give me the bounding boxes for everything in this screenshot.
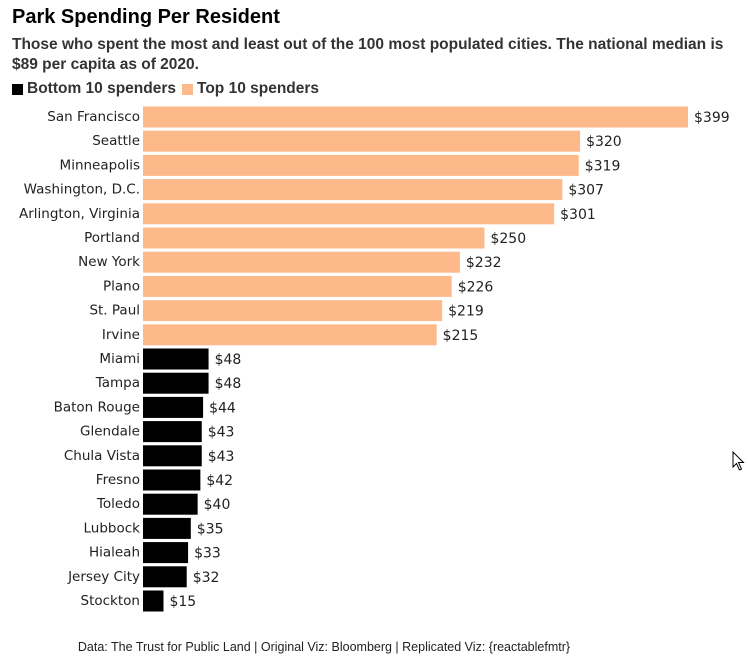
- chart-title: Park Spending Per Resident: [12, 6, 280, 28]
- category-label-tampa: Tampa: [95, 375, 140, 391]
- value-label-st-paul: $219: [448, 304, 484, 320]
- value-label-san-francisco: $399: [694, 110, 730, 126]
- category-label-new-york: New York: [78, 254, 140, 270]
- bar-jersey-city: [143, 566, 187, 588]
- legend-swatch-bottom: [12, 83, 23, 95]
- category-label-plano: Plano: [103, 278, 140, 294]
- bar-washington-d-c: [143, 179, 563, 201]
- value-label-lubbock: $35: [197, 521, 224, 537]
- value-label-irvine: $215: [443, 328, 479, 344]
- bar-lubbock: [143, 517, 191, 539]
- bar-hialeah: [143, 542, 189, 564]
- category-label-arlington-virginia: Arlington, Virginia: [19, 206, 140, 222]
- chart-legend: Bottom 10 spenders Top 10 spenders: [12, 79, 325, 99]
- category-label-chula-vista: Chula Vista: [64, 448, 140, 464]
- value-label-seattle: $320: [586, 134, 622, 150]
- category-label-stockton: Stockton: [81, 593, 140, 609]
- legend-label-bottom: Bottom 10 spenders: [27, 80, 177, 97]
- bar-miami: [143, 348, 209, 370]
- legend-label-top: Top 10 spenders: [197, 80, 320, 97]
- bar-fresno: [143, 469, 201, 491]
- category-label-irvine: Irvine: [102, 327, 140, 343]
- value-label-chula-vista: $43: [208, 449, 235, 465]
- value-label-miami: $48: [215, 352, 242, 368]
- category-label-baton-rouge: Baton Rouge: [54, 399, 140, 415]
- category-label-san-francisco: San Francisco: [47, 109, 140, 125]
- legend-swatch-top: [182, 83, 194, 95]
- category-label-seattle: Seattle: [92, 133, 140, 149]
- category-label-glendale: Glendale: [80, 424, 140, 440]
- legend-item-bottom: Bottom 10 spenders: [12, 80, 176, 98]
- category-label-st-paul: St. Paul: [89, 303, 140, 319]
- mouse-cursor-icon: [732, 451, 745, 471]
- value-label-glendale: $43: [208, 425, 235, 441]
- legend-item-top: Top 10 spenders: [182, 80, 319, 98]
- bar-baton-rouge: [143, 396, 204, 418]
- bar-stockton: [143, 590, 164, 612]
- bar-st-paul: [143, 300, 443, 322]
- bar-irvine: [143, 324, 437, 346]
- category-label-minneapolis: Minneapolis: [60, 157, 140, 173]
- value-label-hialeah: $33: [194, 546, 221, 562]
- value-label-fresno: $42: [206, 473, 233, 489]
- chart-subtitle: Those who spent the most and least out o…: [12, 36, 724, 73]
- bar-new-york: [143, 251, 460, 273]
- category-label-fresno: Fresno: [96, 472, 140, 488]
- bar-chula-vista: [143, 445, 202, 467]
- category-label-toledo: Toledo: [96, 496, 140, 512]
- bar-san-francisco: [143, 106, 688, 128]
- category-label-hialeah: Hialeah: [89, 545, 140, 561]
- value-label-baton-rouge: $44: [209, 400, 236, 416]
- value-label-portland: $250: [490, 231, 526, 247]
- bar-arlington-virginia: [143, 203, 555, 225]
- source-caption: Data: The Trust for Public Land | Origin…: [77, 640, 571, 654]
- value-label-new-york: $232: [466, 255, 502, 271]
- value-label-stockton: $15: [169, 594, 196, 610]
- category-label-miami: Miami: [99, 351, 140, 367]
- value-label-jersey-city: $32: [193, 570, 220, 586]
- bar-plano: [143, 275, 452, 297]
- category-label-portland: Portland: [84, 230, 140, 246]
- value-label-minneapolis: $319: [585, 158, 621, 174]
- value-label-tampa: $48: [215, 376, 242, 392]
- bar-glendale: [143, 421, 202, 443]
- bar-minneapolis: [143, 154, 579, 176]
- bar-toledo: [143, 493, 198, 515]
- value-label-toledo: $40: [204, 497, 231, 513]
- value-label-plano: $226: [458, 279, 494, 295]
- category-label-jersey-city: Jersey City: [67, 569, 140, 585]
- value-label-washington-d-c: $307: [568, 183, 604, 199]
- category-label-lubbock: Lubbock: [84, 520, 141, 536]
- category-label-washington-d-c: Washington, D.C.: [24, 182, 140, 198]
- bar-tampa: [143, 372, 209, 394]
- value-label-arlington-virginia: $301: [560, 207, 596, 223]
- bar-portland: [143, 227, 485, 249]
- bar-seattle: [143, 130, 581, 152]
